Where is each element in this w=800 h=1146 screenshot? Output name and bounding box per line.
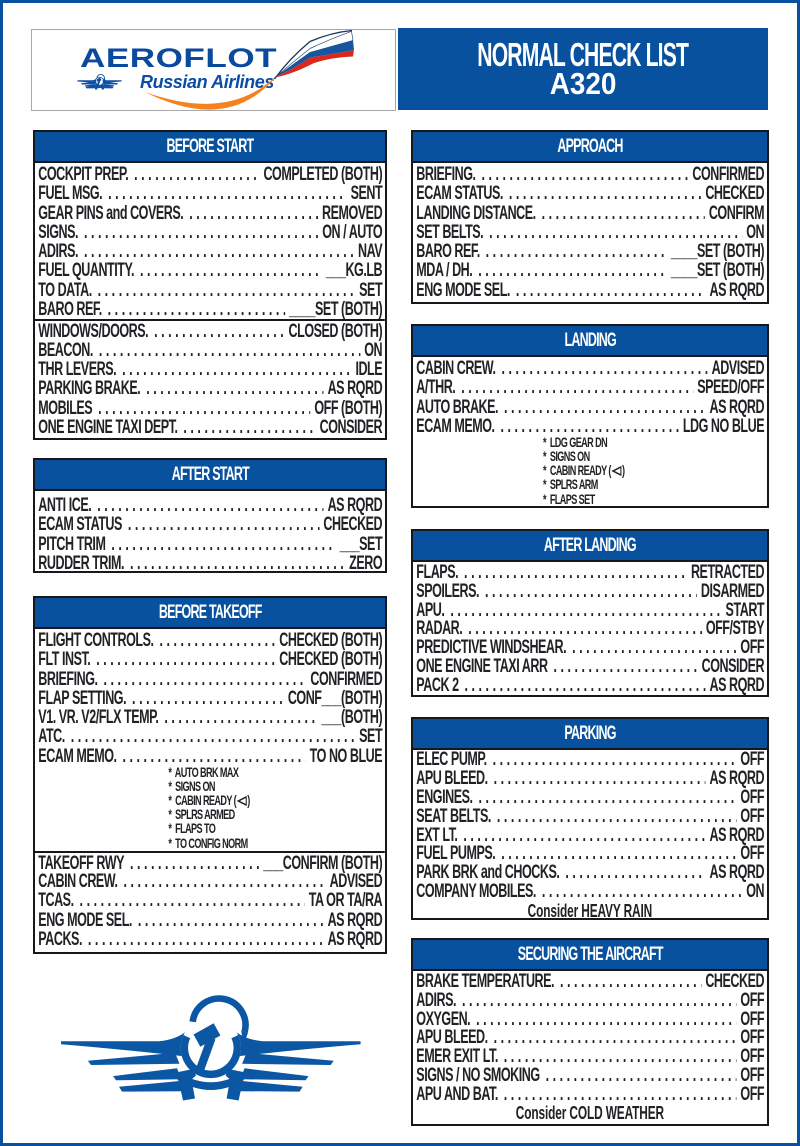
svg-text:Russian Airlines: Russian Airlines <box>140 72 274 92</box>
svg-text:AEROFLOT: AEROFLOT <box>80 43 277 73</box>
